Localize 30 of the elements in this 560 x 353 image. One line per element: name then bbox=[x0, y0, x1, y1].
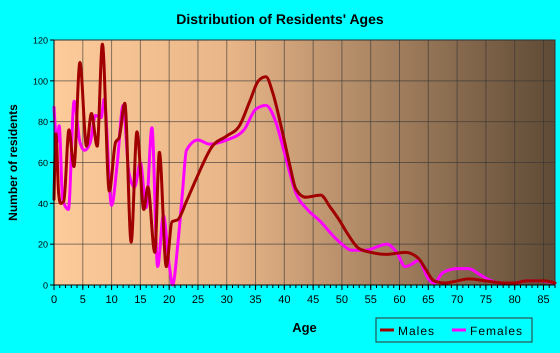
x-tick-label: 25 bbox=[192, 294, 204, 306]
y-tick-label: 0 bbox=[42, 280, 48, 290]
y-tick-label: 120 bbox=[32, 36, 48, 46]
x-tick-label: 70 bbox=[450, 294, 464, 306]
x-axis-title: Age bbox=[292, 320, 317, 335]
x-tick-label: 75 bbox=[480, 294, 492, 306]
x-tick-label: 15 bbox=[134, 294, 147, 306]
x-tick-label: 10 bbox=[105, 294, 118, 306]
x-tick-label: 80 bbox=[508, 294, 521, 306]
y-tick-label: 20 bbox=[38, 240, 48, 250]
y-tick-label: 60 bbox=[38, 158, 48, 168]
x-tick-label: 40 bbox=[278, 294, 290, 306]
x-tick-label: 30 bbox=[220, 294, 233, 306]
x-tick-label: 5 bbox=[80, 294, 86, 306]
chart-title: Distribution of Residents' Ages bbox=[176, 11, 384, 27]
x-tick-label: 60 bbox=[393, 294, 406, 306]
y-tick-label: 100 bbox=[32, 76, 48, 86]
x-tick-label: 0 bbox=[50, 294, 58, 306]
x-tick-label: 35 bbox=[249, 294, 262, 306]
x-tick-label: 55 bbox=[364, 294, 377, 306]
y-tick-label: 40 bbox=[38, 198, 48, 209]
x-tick-label: 85 bbox=[537, 294, 550, 306]
legend-label: Males bbox=[398, 324, 436, 338]
y-axis-title: Number of residents bbox=[6, 104, 20, 221]
x-tick-label: 45 bbox=[307, 294, 320, 306]
legend-label: Females bbox=[470, 324, 524, 338]
x-tick-label: 20 bbox=[163, 294, 176, 306]
x-tick-label: 50 bbox=[336, 294, 348, 306]
y-tick-label: 80 bbox=[38, 117, 48, 128]
x-tick-label: 65 bbox=[422, 294, 434, 306]
